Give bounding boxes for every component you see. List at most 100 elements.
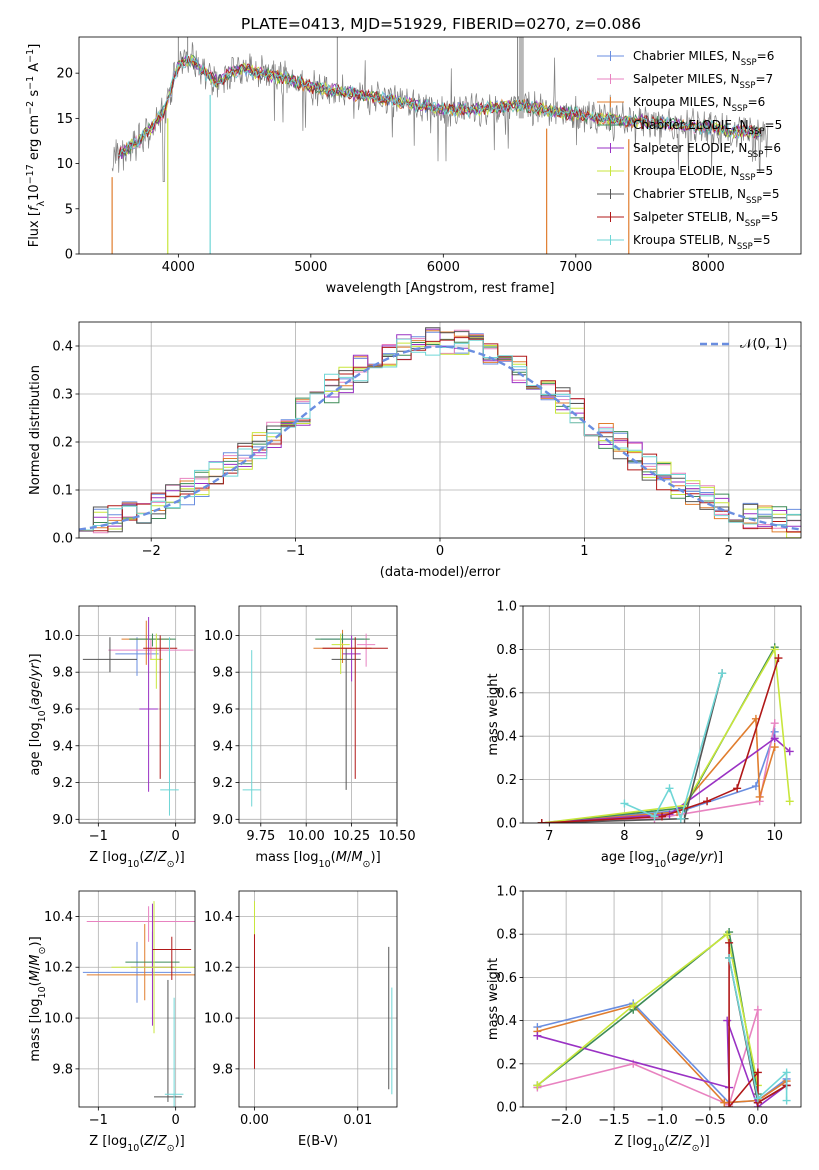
y-tick-label: 0.2 <box>496 1057 517 1072</box>
weight-marker <box>718 669 727 678</box>
legend-label: Chabrier ELODIE, NSSP=5 <box>633 118 782 137</box>
model-salpeter-elodie <box>118 55 762 160</box>
weight-marker <box>733 784 742 793</box>
y-tick-label: 9.4 <box>212 739 233 754</box>
errorbar-kroupa-stelib <box>160 637 179 816</box>
x-tick-label: 10.25 <box>333 829 370 844</box>
plot-area-spectrum <box>111 37 769 254</box>
y-tick-label: 10.4 <box>44 910 73 925</box>
weight-marker <box>720 1098 729 1107</box>
legend-label: Kroupa MILES, NSSP=6 <box>633 95 765 114</box>
y-tick-label: 9.0 <box>212 813 233 828</box>
x-axis-label: wavelength [Angstrom, rest frame] <box>326 281 555 296</box>
plot-area-age-vs-z <box>82 617 194 816</box>
weight-marker <box>782 1096 791 1105</box>
y-tick-label: 9.4 <box>52 739 73 754</box>
data-spike <box>518 37 524 119</box>
y-tick-label: 0.0 <box>496 1101 517 1116</box>
plot-area-age-vs-mass <box>242 629 388 807</box>
weight-marker <box>770 743 779 752</box>
errorbar-salpeter-miles <box>357 633 376 667</box>
y-tick-label: 5 <box>65 202 73 217</box>
y-tick-label: 0.8 <box>496 928 517 943</box>
weight-marker <box>533 1031 542 1040</box>
weight-line <box>541 646 791 823</box>
weight-line <box>541 737 791 823</box>
weight-marker <box>725 938 734 947</box>
weight-marker <box>753 1094 762 1103</box>
errorbar-kroupa-miles <box>121 620 172 665</box>
axes-frame <box>78 36 802 255</box>
x-tick-label: 5000 <box>294 260 327 275</box>
legend-label: Kroupa STELIB, NSSP=5 <box>633 233 771 252</box>
y-tick-label: 9.8 <box>52 666 73 681</box>
weight-marker <box>676 814 685 823</box>
legend-label: Chabrier STELIB, NSSP=5 <box>633 187 780 206</box>
y-tick-label: 1.0 <box>496 600 517 615</box>
weight-marker <box>753 1005 762 1014</box>
x-tick-label: 10.00 <box>288 829 325 844</box>
data-spectrum <box>111 42 769 183</box>
y-tick-label: 1.0 <box>496 885 517 900</box>
axes-frame <box>78 890 196 1108</box>
x-tick-label: −2 <box>142 544 161 559</box>
y-tick-label: 9.8 <box>52 1062 73 1077</box>
y-axis-label: Normed distribution <box>28 365 43 495</box>
weight-marker <box>755 792 764 801</box>
axes-mass-vs-z: −1 0 9.8 10.0 10.2 10.4 Z [log10(Z/Z⊙)] mass [l… <box>28 890 196 1154</box>
x-tick-label: 9.75 <box>246 829 275 844</box>
axes-weight-vs-z: −2.0 −1.5 −1.0 −0.5 0.0 0.0 0.2 0.4 0.6 0.8 1.0 Z [… <box>486 885 802 1154</box>
x-tick-label: −2.0 <box>550 1113 582 1128</box>
axes-mass-vs-ebv: 0.00 0.01 9.8 10.0 10.2 10.4 E(B-V) <box>204 890 398 1149</box>
axes-frame <box>522 890 802 1108</box>
axes-frame <box>78 605 196 824</box>
errorbar-kroupa-elodie <box>331 633 350 675</box>
x-axis-label: E(B-V) <box>298 1134 338 1149</box>
weight-marker <box>658 812 666 821</box>
y-tick-label: 0.1 <box>52 484 73 499</box>
axes-frame <box>522 605 802 824</box>
y-axis-label: mass weight <box>486 958 501 1040</box>
x-axis-label: Z [log10(Z/Z⊙)] <box>614 1134 709 1154</box>
errorbar-chabrier-stelib <box>331 648 361 790</box>
axes-residuals: −2 −1 0 1 2 0.0 0.1 0.2 0.3 0.4 𝒩(0, 1) (data-model… <box>28 321 802 580</box>
axes-weight-vs-age: 7 8 9 10 0.0 0.2 0.4 0.6 0.8 1.0 age [log10(age/yr… <box>486 600 802 870</box>
x-tick-label: 0 <box>172 829 180 844</box>
series-kroupa-stelib <box>620 669 727 823</box>
x-tick-label: 2 <box>725 544 733 559</box>
y-tick-label: 9.8 <box>212 1062 233 1077</box>
weight-line <box>541 716 776 823</box>
errorbar-chabrier-miles <box>82 941 192 1003</box>
x-tick-label: 4000 <box>162 260 195 275</box>
figure-title: PLATE=0413, MJD=51929, FIBERID=0270, z=0… <box>241 15 641 33</box>
errorbar-salpeter-elodie <box>342 635 361 682</box>
x-tick-label: 0 <box>172 1113 180 1128</box>
y-tick-label: 0.0 <box>52 532 73 547</box>
x-axis-label: Z [log10(Z/Z⊙)] <box>89 850 184 870</box>
legend-label: Kroupa ELODIE, NSSP=5 <box>633 164 773 183</box>
weight-marker <box>785 747 794 756</box>
errorbar-chabrier-stelib <box>82 637 137 673</box>
plot-area-weight-vs-age <box>537 643 794 823</box>
weight-line <box>541 646 776 823</box>
normal-curve <box>79 345 801 531</box>
y-tick-label: 0.6 <box>496 686 517 701</box>
x-tick-label: 1 <box>580 544 588 559</box>
y-tick-label: 0.2 <box>52 436 73 451</box>
x-axis-label: mass [log10(M/M⊙)] <box>255 850 380 870</box>
series-salpeter-stelib <box>537 654 783 823</box>
hist-chabrier-stelib <box>79 327 801 533</box>
x-tick-label: −1 <box>89 829 108 844</box>
y-tick-label: 9.6 <box>52 702 73 717</box>
x-axis-label: (data-model)/error <box>380 565 501 580</box>
series-kroupa-stelib <box>725 953 791 1105</box>
weight-marker <box>703 797 712 806</box>
weight-marker <box>725 1103 734 1107</box>
errorbar-salpeter-elodie <box>139 617 158 792</box>
hist-salpeter-stelib <box>79 337 801 533</box>
errorbar-chabrier-stelib <box>154 979 182 1102</box>
weight-marker <box>782 1068 791 1077</box>
legend-spectrum: Chabrier MILES, NSSP=6 Salpeter MILES, NS… <box>597 49 782 252</box>
y-axis-label: age [log10(age/yr)] <box>28 653 48 775</box>
